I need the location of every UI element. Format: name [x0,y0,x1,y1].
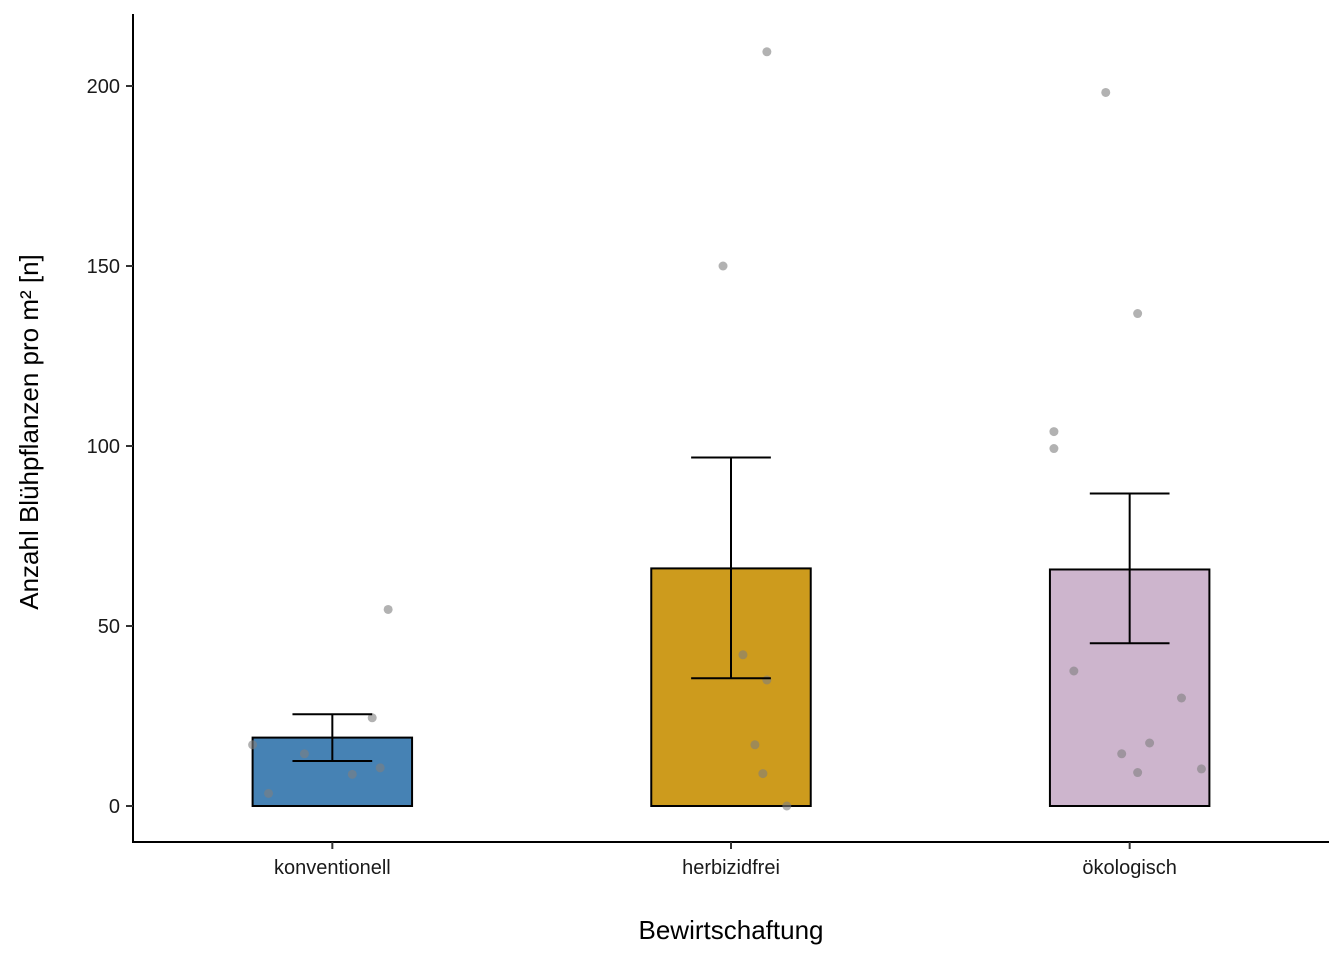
data-point-konventionell-2 [347,769,357,779]
data-points [248,47,1206,811]
data-point-konventionell-3 [375,763,385,773]
y-tick-label: 0 [109,796,120,818]
y-tick-label: 50 [98,616,120,638]
data-point-herbizidfrei-2 [750,740,760,750]
data-point-konventionell-6 [383,604,393,614]
data-point-ökologisch-0 [1069,666,1079,676]
y-tick-label: 200 [87,76,120,98]
y-tick-label: 100 [87,436,120,458]
data-point-herbizidfrei-3 [758,769,768,779]
data-point-ökologisch-5 [1196,764,1206,774]
data-point-konventionell-4 [264,788,274,798]
y-tick-label: 150 [87,256,120,278]
data-point-herbizidfrei-0 [738,650,748,660]
x-tick-label: ökologisch [1082,857,1177,879]
data-point-ökologisch-2 [1117,749,1127,759]
x-axis-title: Bewirtschaftung [639,915,824,945]
data-point-ökologisch-6 [1049,427,1059,437]
error-bar-konventionell [292,713,373,762]
data-point-ökologisch-1 [1176,693,1186,703]
y-ticks: 0 50 100 150 200 [87,76,133,818]
error-bar-herbizidfrei [691,456,771,680]
x-tick-label: herbizidfrei [682,857,780,879]
data-point-herbizidfrei-5 [718,261,728,271]
error-bars [292,456,1170,762]
data-point-herbizidfrei-1 [762,675,772,685]
y-axis-title: Anzahl Blühpflanzen pro m² [n] [14,254,44,610]
data-point-konventionell-5 [367,713,377,723]
data-point-konventionell-1 [299,749,309,759]
data-point-ökologisch-3 [1145,738,1155,748]
data-point-herbizidfrei-6 [762,47,772,57]
data-point-ökologisch-7 [1049,444,1059,454]
data-point-konventionell-0 [248,740,258,750]
data-point-ökologisch-8 [1133,309,1143,319]
error-bar-ökologisch [1089,492,1170,645]
x-ticks: konventionell herbizidfrei ökologisch [274,842,1177,879]
x-tick-label: konventionell [274,857,391,879]
data-point-ökologisch-9 [1101,87,1111,97]
data-point-herbizidfrei-4 [782,801,792,811]
data-point-ökologisch-4 [1133,768,1143,778]
